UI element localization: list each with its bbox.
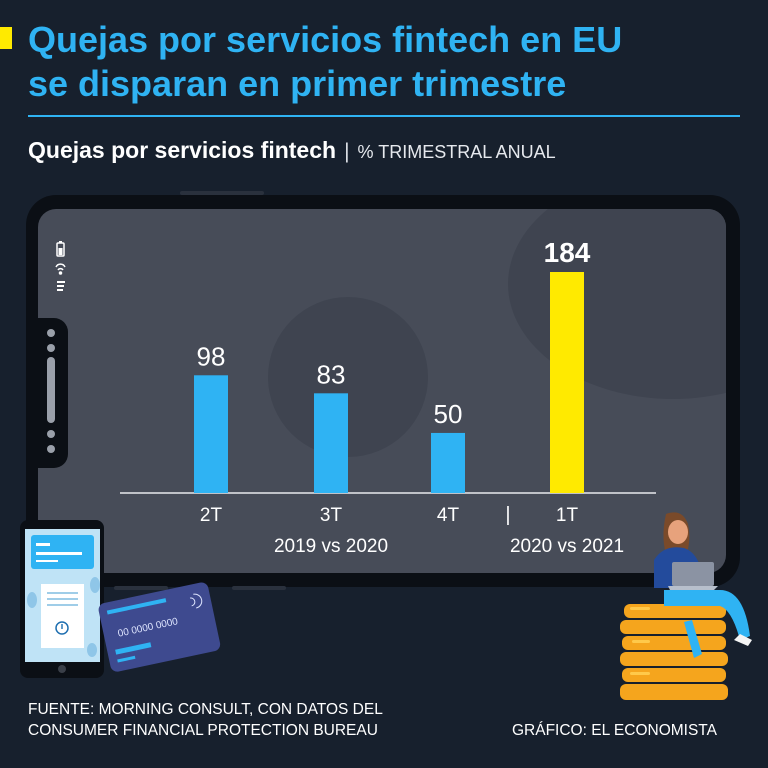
phone-bottom-notch [232, 586, 286, 590]
mobile-phone-illustration [20, 520, 104, 678]
chart-subtitle: Quejas por servicios fintech | % TRIMESTRA… [28, 136, 556, 166]
category-label-1T: 1T [556, 505, 579, 526]
phone-button-dot [47, 329, 55, 337]
bars: 98 2T 83 3T 50 4T 184 1T [194, 237, 591, 526]
chart-unit: % TRIMESTRAL ANUAL [357, 142, 556, 162]
category-label-2T: 2T [200, 505, 223, 526]
group-label-2019-vs-2020: 2019 vs 2020 [274, 536, 388, 557]
category-label-3T: 3T [320, 505, 343, 526]
phone-button-dot [47, 430, 55, 438]
headline-line-1: Quejas por servicios fintech en EU [28, 19, 623, 60]
source-line-2: CONSUMER FINANCIAL PROTECTION BUREAU [28, 722, 378, 739]
data-label-4T: 50 [434, 399, 463, 429]
bar-1T [550, 272, 584, 493]
group-separator: | [505, 504, 510, 526]
headline-divider [28, 115, 740, 117]
source-line-1: FUENTE: MORNING CONSULT, CON DATOS DEL [28, 701, 383, 718]
phone-top-notch [180, 191, 264, 195]
phone-button-slot [47, 357, 55, 423]
bar-2T [194, 375, 228, 493]
chart-title: Quejas por servicios fintech [28, 137, 337, 163]
headline-line-2: se disparan en primer trimestre [28, 63, 567, 104]
signal-icon [57, 281, 65, 291]
phone-bottom-notch [114, 586, 168, 590]
accent-bar [0, 27, 12, 49]
wifi-icon [55, 263, 66, 275]
data-label-2T: 98 [197, 341, 226, 371]
headline: Quejas por servicios fintech en EU se di… [28, 18, 748, 106]
credit-card-illustration: 00 0000 0000 [98, 582, 221, 672]
phone-button-dot [47, 445, 55, 453]
data-label-3T: 83 [317, 359, 346, 389]
bar-3T [314, 393, 348, 493]
woman-with-laptop-illustration [620, 512, 752, 700]
phone-screen [38, 209, 726, 573]
bar-4T [431, 432, 465, 493]
group-label-2020-vs-2021: 2020 vs 2021 [510, 536, 624, 557]
subtitle-separator: | [344, 140, 350, 163]
phone-button-dot [47, 344, 55, 352]
graphic-credit: GRÁFICO: EL ECONOMISTA [512, 722, 717, 739]
data-label-1T: 184 [544, 237, 591, 268]
category-label-4T: 4T [437, 505, 460, 526]
battery-icon [56, 241, 65, 257]
source-note: FUENTE: MORNING CONSULT, CON DATOS DEL C… [28, 699, 383, 741]
